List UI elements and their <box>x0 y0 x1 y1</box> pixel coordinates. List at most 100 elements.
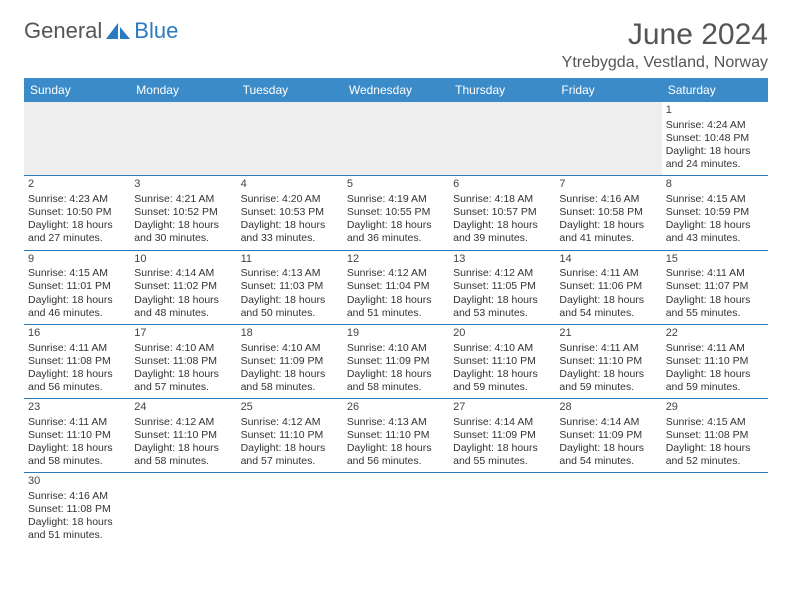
day-info-line: Sunrise: 4:15 AM <box>28 267 126 280</box>
day-info-line: Sunset: 11:06 PM <box>559 280 657 293</box>
calendar-cell <box>237 473 343 547</box>
day-number: 30 <box>28 475 126 489</box>
day-info-line: Sunset: 11:09 PM <box>453 429 551 442</box>
day-info-line: and 50 minutes. <box>241 307 339 320</box>
day-info-line: Sunset: 11:02 PM <box>134 280 232 293</box>
calendar-cell <box>343 473 449 547</box>
day-info-line: Sunset: 11:09 PM <box>559 429 657 442</box>
calendar-cell: 2Sunrise: 4:23 AMSunset: 10:50 PMDayligh… <box>24 176 130 250</box>
day-number: 13 <box>453 253 551 267</box>
day-info-line: Daylight: 18 hours <box>134 219 232 232</box>
day-info-line: Sunset: 10:58 PM <box>559 206 657 219</box>
day-info-line: and 58 minutes. <box>241 381 339 394</box>
day-info-line: and 59 minutes. <box>453 381 551 394</box>
calendar-cell: 17Sunrise: 4:10 AMSunset: 11:08 PMDaylig… <box>130 324 236 398</box>
logo-word-1: General <box>24 18 102 44</box>
day-info-line: Sunrise: 4:10 AM <box>241 342 339 355</box>
calendar-cell: 27Sunrise: 4:14 AMSunset: 11:09 PMDaylig… <box>449 399 555 473</box>
weekday-header: Thursday <box>449 78 555 102</box>
day-number: 9 <box>28 253 126 267</box>
day-info-line: Daylight: 18 hours <box>666 294 764 307</box>
day-info-line: Sunrise: 4:11 AM <box>28 416 126 429</box>
calendar-cell: 18Sunrise: 4:10 AMSunset: 11:09 PMDaylig… <box>237 324 343 398</box>
day-info-line: and 57 minutes. <box>241 455 339 468</box>
day-info-line: Daylight: 18 hours <box>28 368 126 381</box>
day-info-line: Sunrise: 4:23 AM <box>28 193 126 206</box>
weekday-header: Tuesday <box>237 78 343 102</box>
day-info-line: Sunrise: 4:12 AM <box>453 267 551 280</box>
day-number: 20 <box>453 327 551 341</box>
day-info-line: and 56 minutes. <box>28 381 126 394</box>
day-info-line: Sunset: 10:48 PM <box>666 132 764 145</box>
day-info-line: Daylight: 18 hours <box>28 516 126 529</box>
calendar-cell <box>555 473 661 547</box>
calendar-cell <box>130 102 236 176</box>
day-info-line: Sunrise: 4:14 AM <box>134 267 232 280</box>
calendar-cell: 3Sunrise: 4:21 AMSunset: 10:52 PMDayligh… <box>130 176 236 250</box>
calendar-cell: 7Sunrise: 4:16 AMSunset: 10:58 PMDayligh… <box>555 176 661 250</box>
day-info-line: Daylight: 18 hours <box>347 294 445 307</box>
day-info-line: Daylight: 18 hours <box>28 219 126 232</box>
day-number: 11 <box>241 253 339 267</box>
logo-word-2: Blue <box>134 18 178 44</box>
day-info-line: and 58 minutes. <box>347 381 445 394</box>
calendar-week-row: 2Sunrise: 4:23 AMSunset: 10:50 PMDayligh… <box>24 176 768 250</box>
day-info-line: and 24 minutes. <box>666 158 764 171</box>
calendar-cell: 24Sunrise: 4:12 AMSunset: 11:10 PMDaylig… <box>130 399 236 473</box>
calendar-cell: 8Sunrise: 4:15 AMSunset: 10:59 PMDayligh… <box>662 176 768 250</box>
day-info-line: and 59 minutes. <box>559 381 657 394</box>
day-number: 10 <box>134 253 232 267</box>
day-info-line: Daylight: 18 hours <box>241 442 339 455</box>
calendar-cell <box>555 102 661 176</box>
month-title: June 2024 <box>562 18 768 52</box>
day-info-line: Sunrise: 4:11 AM <box>559 342 657 355</box>
day-info-line: and 41 minutes. <box>559 232 657 245</box>
calendar-cell: 15Sunrise: 4:11 AMSunset: 11:07 PMDaylig… <box>662 250 768 324</box>
calendar-week-row: 30Sunrise: 4:16 AMSunset: 11:08 PMDaylig… <box>24 473 768 547</box>
day-info-line: Sunset: 11:07 PM <box>666 280 764 293</box>
calendar-cell <box>449 473 555 547</box>
day-number: 18 <box>241 327 339 341</box>
calendar-cell: 21Sunrise: 4:11 AMSunset: 11:10 PMDaylig… <box>555 324 661 398</box>
day-info-line: Sunrise: 4:13 AM <box>347 416 445 429</box>
day-info-line: and 51 minutes. <box>347 307 445 320</box>
day-info-line: Sunrise: 4:12 AM <box>241 416 339 429</box>
day-info-line: and 55 minutes. <box>453 455 551 468</box>
calendar-cell <box>343 102 449 176</box>
day-info-line: Sunrise: 4:11 AM <box>559 267 657 280</box>
location: Ytrebygda, Vestland, Norway <box>562 54 768 72</box>
calendar-cell: 20Sunrise: 4:10 AMSunset: 11:10 PMDaylig… <box>449 324 555 398</box>
calendar-cell <box>662 473 768 547</box>
calendar-week-row: 1Sunrise: 4:24 AMSunset: 10:48 PMDayligh… <box>24 102 768 176</box>
day-info-line: and 58 minutes. <box>134 455 232 468</box>
calendar-cell: 29Sunrise: 4:15 AMSunset: 11:08 PMDaylig… <box>662 399 768 473</box>
day-info-line: Daylight: 18 hours <box>453 219 551 232</box>
day-number: 19 <box>347 327 445 341</box>
calendar-cell: 5Sunrise: 4:19 AMSunset: 10:55 PMDayligh… <box>343 176 449 250</box>
day-info-line: Sunrise: 4:16 AM <box>28 490 126 503</box>
day-info-line: and 54 minutes. <box>559 307 657 320</box>
weekday-header: Friday <box>555 78 661 102</box>
day-info-line: and 33 minutes. <box>241 232 339 245</box>
day-info-line: Sunrise: 4:11 AM <box>28 342 126 355</box>
day-info-line: and 43 minutes. <box>666 232 764 245</box>
calendar-cell: 13Sunrise: 4:12 AMSunset: 11:05 PMDaylig… <box>449 250 555 324</box>
day-number: 21 <box>559 327 657 341</box>
day-info-line: Daylight: 18 hours <box>666 145 764 158</box>
day-info-line: and 55 minutes. <box>666 307 764 320</box>
day-number: 14 <box>559 253 657 267</box>
day-info-line: Sunset: 11:08 PM <box>28 503 126 516</box>
day-info-line: and 59 minutes. <box>666 381 764 394</box>
day-info-line: Daylight: 18 hours <box>453 294 551 307</box>
day-info-line: Sunrise: 4:10 AM <box>453 342 551 355</box>
day-number: 15 <box>666 253 764 267</box>
day-info-line: Sunset: 11:09 PM <box>241 355 339 368</box>
calendar-cell: 14Sunrise: 4:11 AMSunset: 11:06 PMDaylig… <box>555 250 661 324</box>
day-info-line: Sunrise: 4:19 AM <box>347 193 445 206</box>
day-info-line: and 36 minutes. <box>347 232 445 245</box>
calendar-cell: 12Sunrise: 4:12 AMSunset: 11:04 PMDaylig… <box>343 250 449 324</box>
calendar-cell <box>449 102 555 176</box>
day-info-line: Sunrise: 4:10 AM <box>134 342 232 355</box>
day-info-line: Sunset: 11:04 PM <box>347 280 445 293</box>
day-info-line: Sunset: 10:55 PM <box>347 206 445 219</box>
